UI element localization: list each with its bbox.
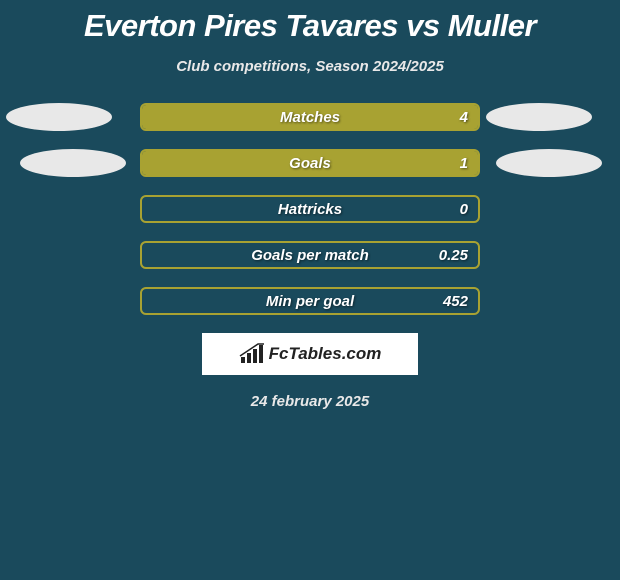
player-ellipse-left <box>6 103 112 131</box>
comparison-subtitle: Club competitions, Season 2024/2025 <box>0 58 620 75</box>
stat-value: 0 <box>460 201 468 218</box>
brand-label: FcTables.com <box>269 344 382 364</box>
brand-box[interactable]: FcTables.com <box>202 333 418 375</box>
stat-value: 1 <box>460 155 468 172</box>
stat-row: Goals 1 <box>0 149 620 177</box>
stat-value: 452 <box>443 293 468 310</box>
stat-label: Matches <box>280 109 340 126</box>
stat-bar: Min per goal 452 <box>140 287 480 315</box>
stat-bar: Goals per match 0.25 <box>140 241 480 269</box>
player-ellipse-right <box>496 149 602 177</box>
stat-label: Goals per match <box>251 247 369 264</box>
stat-value: 4 <box>460 109 468 126</box>
stat-bar: Hattricks 0 <box>140 195 480 223</box>
comparison-title: Everton Pires Tavares vs Muller <box>0 0 620 44</box>
logo-icon <box>239 343 265 365</box>
stats-container: Matches 4 Goals 1 Hattricks 0 Goals per match 0… <box>0 103 620 315</box>
stat-bar: Goals 1 <box>140 149 480 177</box>
stat-row: Goals per match 0.25 <box>0 241 620 269</box>
stat-row: Hattricks 0 <box>0 195 620 223</box>
stat-bar: Matches 4 <box>140 103 480 131</box>
stat-label: Goals <box>289 155 331 172</box>
stat-value: 0.25 <box>439 247 468 264</box>
stat-label: Min per goal <box>266 293 354 310</box>
stat-row: Min per goal 452 <box>0 287 620 315</box>
snapshot-date: 24 february 2025 <box>0 393 620 410</box>
player-ellipse-left <box>20 149 126 177</box>
stat-row: Matches 4 <box>0 103 620 131</box>
stat-label: Hattricks <box>278 201 342 218</box>
player-ellipse-right <box>486 103 592 131</box>
